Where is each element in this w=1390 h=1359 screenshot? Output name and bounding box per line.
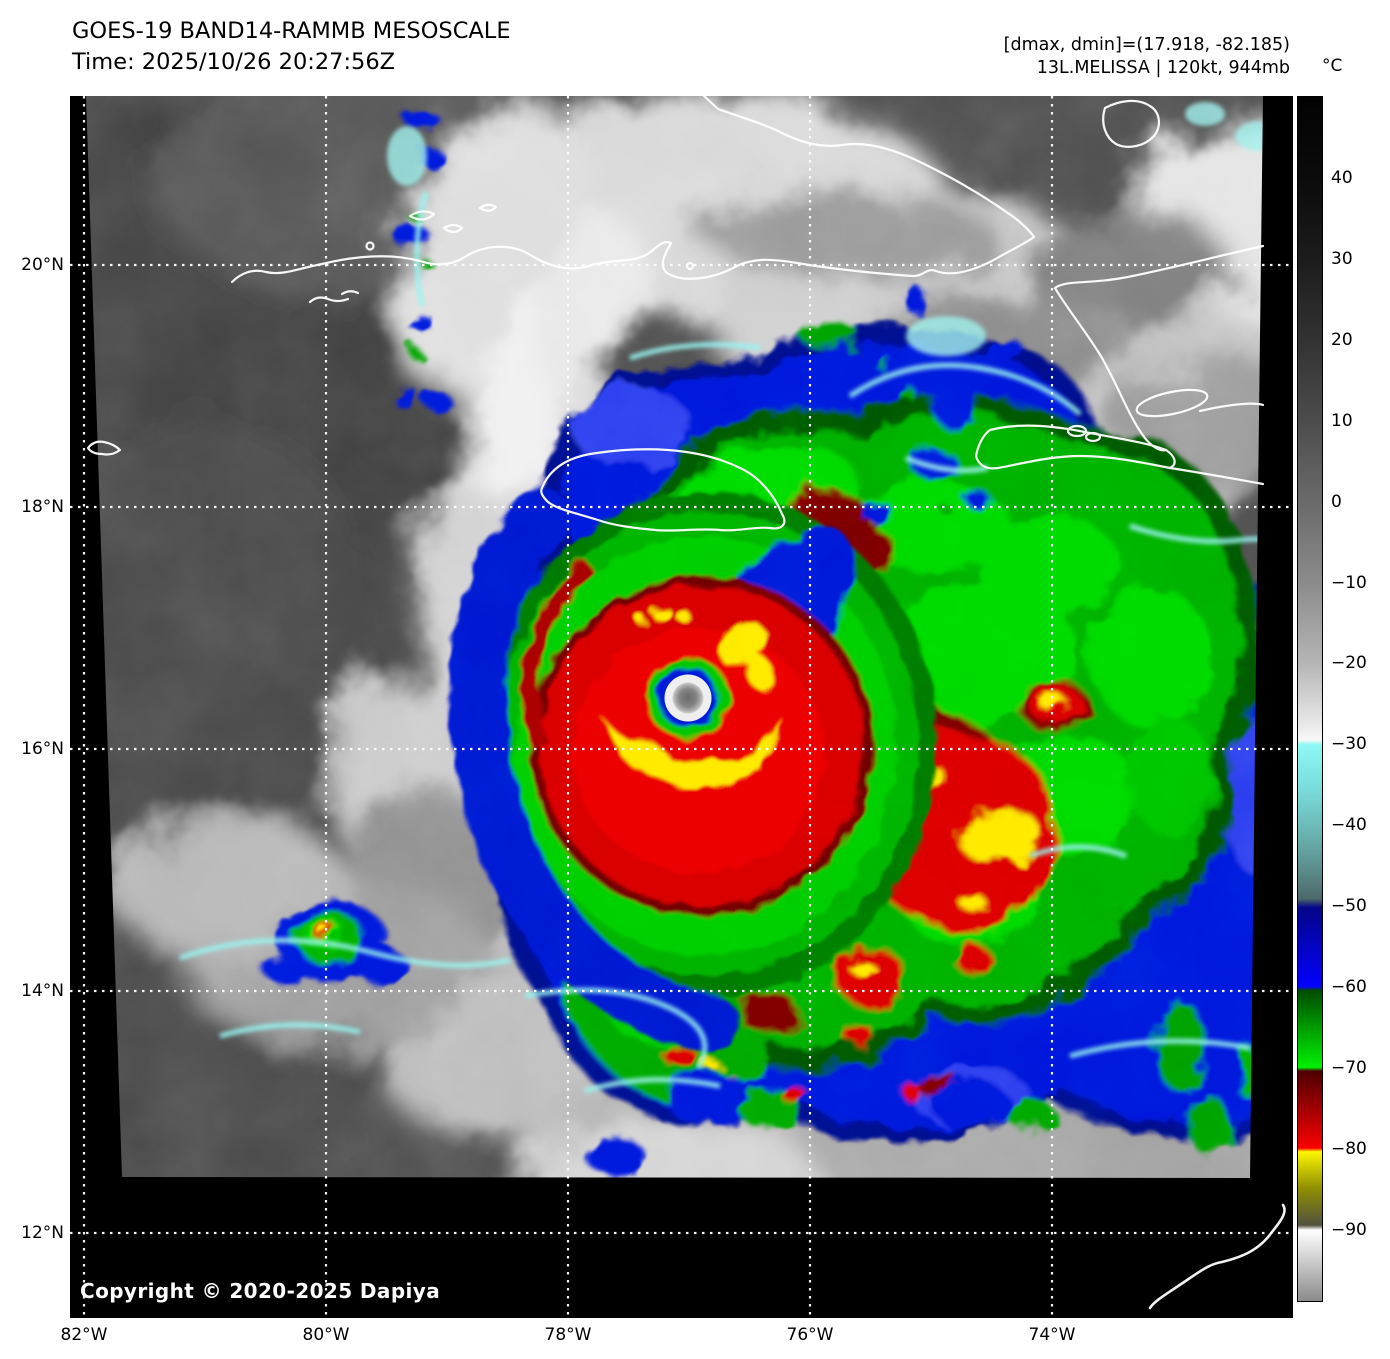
gridline-layer (70, 96, 1293, 1318)
colorbar-tick-label: 10 (1331, 411, 1353, 431)
timestamp: Time: 2025/10/26 20:27:56Z (72, 49, 396, 75)
satellite-ir-image (70, 96, 1293, 1318)
colorbar-tick-label: −80 (1331, 1139, 1367, 1159)
copyright-text: Copyright © 2020-2025 Dapiya (80, 1279, 441, 1303)
lat-tick-label: 16°N (21, 739, 64, 759)
info-block: [dmax, dmin]=(17.918, -82.185) 13L.MELIS… (1004, 34, 1290, 80)
lat-tick-label: 14°N (21, 981, 64, 1001)
lat-tick-label: 20°N (21, 255, 64, 275)
colorbar-tick-label: −20 (1331, 653, 1367, 673)
colorbar-tick-label: −10 (1331, 573, 1367, 593)
colorbar-tick-label: −50 (1331, 896, 1367, 916)
lon-tick-label: 78°W (544, 1325, 592, 1345)
coastline-layer (86, 96, 1286, 1310)
storm-info-text: 13L.MELISSA | 120kt, 944mb (1036, 58, 1290, 78)
colorbar-tick-label: −40 (1331, 815, 1367, 835)
colorbar-unit-label: °C (1322, 56, 1343, 76)
colorbar-tick-label: 20 (1331, 330, 1353, 350)
temperature-colorbar (1297, 96, 1323, 1302)
satellite-map-panel (70, 96, 1293, 1318)
colorbar-tick-label: −30 (1331, 734, 1367, 754)
lon-tick-label: 80°W (302, 1325, 350, 1345)
colorbar-tick-label: −70 (1331, 1058, 1367, 1078)
colorbar-tick-label: 30 (1331, 249, 1353, 269)
title-block: GOES-19 BAND14-RAMMB MESOSCALE Time: 202… (72, 16, 511, 78)
lon-tick-label: 74°W (1028, 1325, 1076, 1345)
colorbar-tick-label: −60 (1331, 977, 1367, 997)
lat-tick-label: 18°N (21, 497, 64, 517)
lon-tick-label: 82°W (60, 1325, 108, 1345)
colorbar-tick-label: 0 (1331, 492, 1342, 512)
page-title: GOES-19 BAND14-RAMMB MESOSCALE (72, 18, 511, 44)
domain-range-text: [dmax, dmin]=(17.918, -82.185) (1003, 35, 1290, 55)
colorbar-tick-label: 40 (1331, 168, 1353, 188)
lon-tick-label: 76°W (786, 1325, 834, 1345)
lat-tick-label: 12°N (21, 1223, 64, 1243)
colorbar-tick-label: −90 (1331, 1220, 1367, 1240)
